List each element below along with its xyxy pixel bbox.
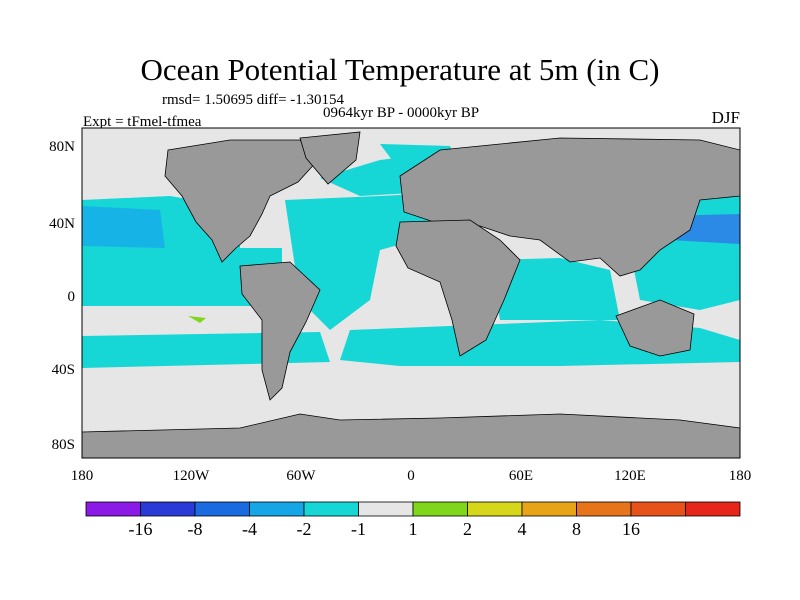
map-plot-area bbox=[81, 127, 741, 459]
colorbar-label: 2 bbox=[463, 519, 472, 539]
colorbar-swatch bbox=[412, 501, 468, 517]
colorbar-swatch bbox=[685, 501, 741, 517]
map-frame bbox=[81, 127, 741, 459]
experiment-label: Expt = tFmel-tfmea bbox=[83, 114, 202, 130]
colorbar-label: 16 bbox=[622, 519, 640, 539]
land-masses bbox=[81, 131, 741, 459]
x-tick-label: 120W bbox=[173, 468, 211, 484]
colorbar-swatch bbox=[576, 501, 632, 517]
colorbar-label: -1 bbox=[351, 519, 366, 539]
x-tick-label: 60W bbox=[286, 468, 316, 484]
y-tick-label: 40N bbox=[49, 216, 75, 232]
greenland bbox=[299, 131, 361, 185]
colorbar-swatch bbox=[521, 501, 577, 517]
colorbar-swatch bbox=[358, 501, 414, 517]
colorbar-swatch bbox=[140, 501, 196, 517]
colorbar-swatch bbox=[467, 501, 523, 517]
x-tick-label: 120E bbox=[614, 468, 646, 484]
x-tick-label: 180 bbox=[729, 468, 752, 484]
colorbar-label: -16 bbox=[129, 519, 153, 539]
figure-title: Ocean Potential Temperature at 5m (in C) bbox=[140, 52, 660, 87]
colorbar-label: -2 bbox=[297, 519, 312, 539]
colorbar-swatch bbox=[249, 501, 305, 517]
period-label: 0964kyr BP - 0000kyr BP bbox=[323, 105, 480, 121]
colorbar-label: -8 bbox=[188, 519, 203, 539]
colorbar-swatch bbox=[194, 501, 250, 517]
colorbar-label: 4 bbox=[518, 519, 527, 539]
x-tick-label: 0 bbox=[407, 468, 415, 484]
y-tick-label: 0 bbox=[68, 289, 76, 305]
x-tick-label: 180 bbox=[71, 468, 94, 484]
south-america bbox=[239, 261, 321, 401]
colorbar-swatch bbox=[85, 501, 141, 517]
north-pacific-deep-anomaly bbox=[82, 206, 165, 248]
colorbar-label: -4 bbox=[242, 519, 257, 539]
season-label: DJF bbox=[711, 108, 740, 127]
rmsd-diff-stats: rmsd= 1.50695 diff= -1.30154 bbox=[162, 92, 345, 108]
colorbar-label: 8 bbox=[572, 519, 581, 539]
eurasia bbox=[399, 137, 741, 277]
colorbar-swatch bbox=[630, 501, 686, 517]
positive-anomaly-spot bbox=[188, 316, 206, 323]
colorbar: -16 -8 -4 -2 -1 1 2 4 8 16 bbox=[85, 501, 741, 539]
australia bbox=[615, 299, 695, 357]
indian-ocean-anomaly bbox=[490, 258, 620, 320]
colorbar-label: 1 bbox=[409, 519, 418, 539]
y-tick-label: 80S bbox=[52, 437, 75, 453]
africa bbox=[395, 219, 521, 357]
y-axis: 80N 40N 0 40S 80S bbox=[49, 139, 75, 453]
x-tick-label: 60E bbox=[509, 468, 533, 484]
colorbar-swatch bbox=[303, 501, 359, 517]
x-axis: 180 120W 60W 0 60E 120E 180 bbox=[71, 468, 752, 484]
y-tick-label: 40S bbox=[52, 362, 75, 378]
y-tick-label: 80N bbox=[49, 139, 75, 155]
